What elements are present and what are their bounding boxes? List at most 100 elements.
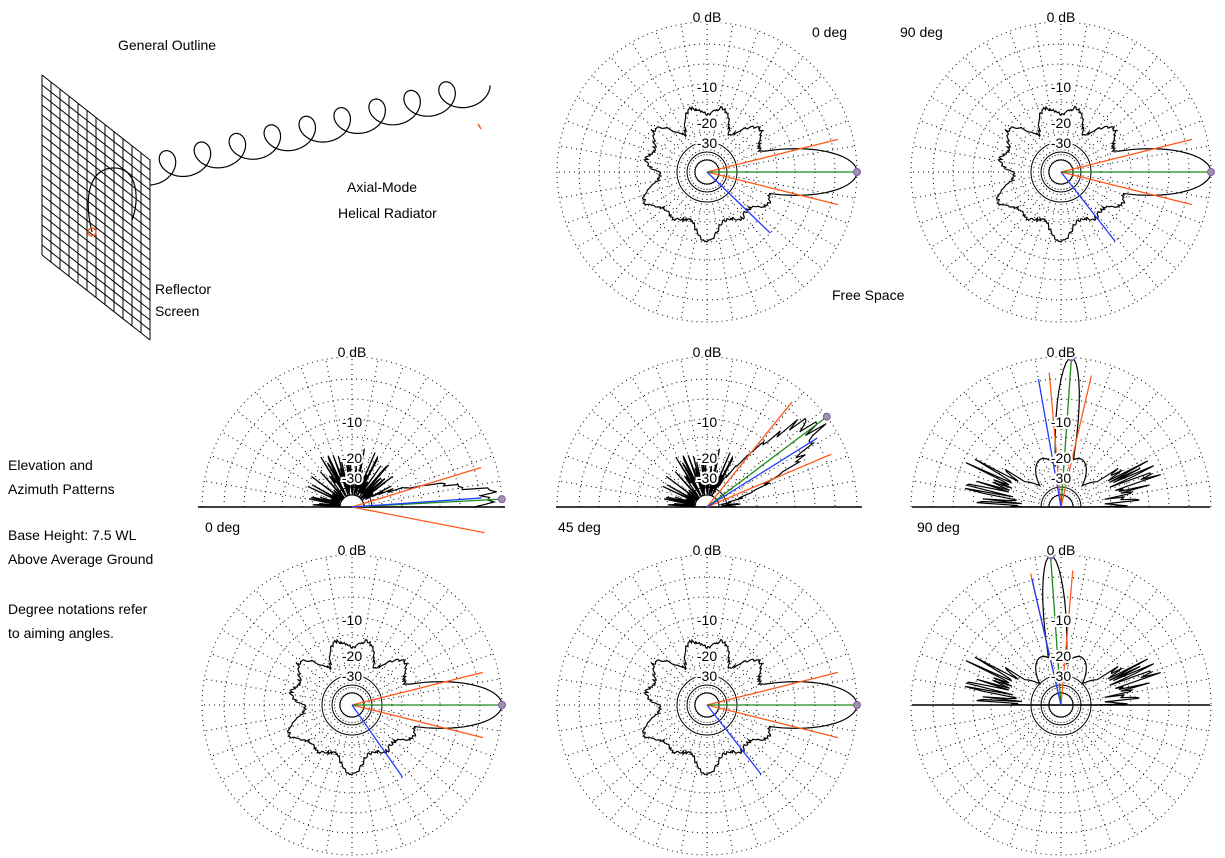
grid-spoke — [718, 145, 855, 171]
grid-spoke — [325, 557, 351, 694]
scale-label: -20 — [697, 450, 717, 466]
grid-spoke — [610, 180, 700, 288]
beamwidth-line — [1048, 372, 1062, 508]
grid-spoke — [1069, 608, 1177, 698]
grid-spoke — [360, 410, 468, 500]
grid-spoke — [362, 629, 483, 700]
grid-spoke — [210, 653, 341, 702]
grid-spoke — [712, 574, 783, 695]
grid-spoke — [715, 608, 823, 698]
scale-label: -20 — [697, 115, 717, 131]
grid-spoke — [1034, 183, 1060, 320]
beamwidth-line — [351, 506, 485, 534]
beamwidth-line — [706, 453, 832, 508]
screen-wire — [41, 124, 151, 211]
grid-spoke — [985, 41, 1056, 162]
grid-spoke — [710, 183, 759, 314]
note: Base Height: 7.5 WL — [8, 527, 137, 543]
grid-spoke — [363, 480, 500, 506]
grid-spoke — [565, 120, 696, 169]
scale-label: -20 — [342, 648, 362, 664]
grid-spoke — [631, 715, 702, 836]
grid-spoke — [1066, 376, 1137, 497]
grid-spoke — [930, 431, 1051, 502]
sidelobe-line — [351, 704, 404, 778]
scale-label: -10 — [1051, 79, 1071, 95]
grid-spoke — [985, 715, 1056, 836]
grid-spoke — [353, 716, 379, 853]
max-gain-marker — [853, 168, 861, 176]
grid-spoke — [1069, 410, 1177, 500]
grid-spoke — [1009, 716, 1058, 847]
grid-spoke — [945, 75, 1053, 165]
grid-spoke — [565, 175, 696, 224]
polar-plot: 0 dB -10 -20 -30 — [910, 342, 1212, 508]
grid-spoke — [359, 391, 449, 499]
grid-spoke — [964, 713, 1054, 821]
grid-spoke — [221, 431, 342, 502]
scale-label: 0 dB — [693, 344, 722, 360]
grid-spoke — [985, 376, 1056, 497]
grid-spoke — [1062, 24, 1088, 161]
grid-spoke — [576, 431, 697, 502]
grid-spoke — [631, 376, 702, 497]
grid-spoke — [276, 574, 347, 695]
grid-spoke — [714, 713, 804, 821]
scale-label: -10 — [1051, 414, 1071, 430]
beamwidth-line — [1060, 138, 1193, 173]
grid-spoke — [359, 589, 449, 697]
polar-plot: 0 dB -10 -20 -30 — [198, 342, 506, 534]
screen-wire — [41, 194, 151, 281]
screen-wire — [41, 104, 151, 191]
grid-spoke — [1009, 30, 1058, 161]
grid-spoke — [1072, 708, 1203, 757]
radiator-label: Axial-Mode — [347, 179, 417, 195]
grid-spoke — [717, 710, 838, 781]
grid-spoke — [300, 563, 349, 694]
grid-spoke — [1066, 182, 1137, 303]
grid-spoke — [559, 145, 696, 171]
grid-spoke — [1009, 563, 1058, 694]
note: Elevation and — [8, 457, 93, 473]
beamwidth-line — [351, 704, 484, 739]
scale-label: -30 — [697, 668, 717, 684]
feed-loop — [87, 167, 137, 233]
grid-spoke — [236, 608, 344, 698]
scale-label: 0 dB — [1047, 542, 1076, 558]
screen-wire — [41, 74, 151, 161]
helix — [149, 81, 491, 186]
scale-label: -10 — [697, 414, 717, 430]
radiation-pattern — [964, 356, 1161, 508]
grid-spoke — [714, 589, 804, 697]
scale-label: -20 — [697, 648, 717, 664]
screen-wire — [41, 94, 151, 181]
grid-spoke — [930, 710, 1051, 781]
grid-spoke — [565, 708, 696, 757]
grid-spoke — [357, 574, 428, 695]
radiation-pattern — [641, 105, 858, 243]
polar-plots: 0 dB-10-20-300 dB-10-20-300 dB-10-20-300… — [198, 7, 1215, 856]
max-gain-marker — [1207, 168, 1215, 176]
grid-spoke — [718, 678, 855, 704]
grid-circle — [952, 398, 1170, 508]
grid-spoke — [204, 480, 341, 506]
screen-wire — [41, 244, 151, 331]
grid-spoke — [357, 715, 428, 836]
grid-spoke — [221, 629, 342, 700]
grid-spoke — [631, 182, 702, 303]
grid-spoke — [718, 708, 849, 757]
grid-circle — [1040, 486, 1082, 508]
grid-spoke — [913, 145, 1050, 171]
grid-spoke — [712, 41, 783, 162]
note: Degree notations refer — [8, 601, 148, 617]
grid-spoke — [359, 713, 449, 821]
radiator-label: Helical Radiator — [338, 205, 437, 221]
scale-label: -10 — [342, 612, 362, 628]
grid-circle — [910, 554, 1212, 856]
screen-wire — [41, 254, 151, 341]
grid-spoke — [717, 431, 838, 502]
grid-spoke — [1071, 710, 1192, 781]
scale-label: 0 dB — [338, 542, 367, 558]
scale-label: -20 — [1051, 450, 1071, 466]
grid-spoke — [355, 716, 404, 847]
